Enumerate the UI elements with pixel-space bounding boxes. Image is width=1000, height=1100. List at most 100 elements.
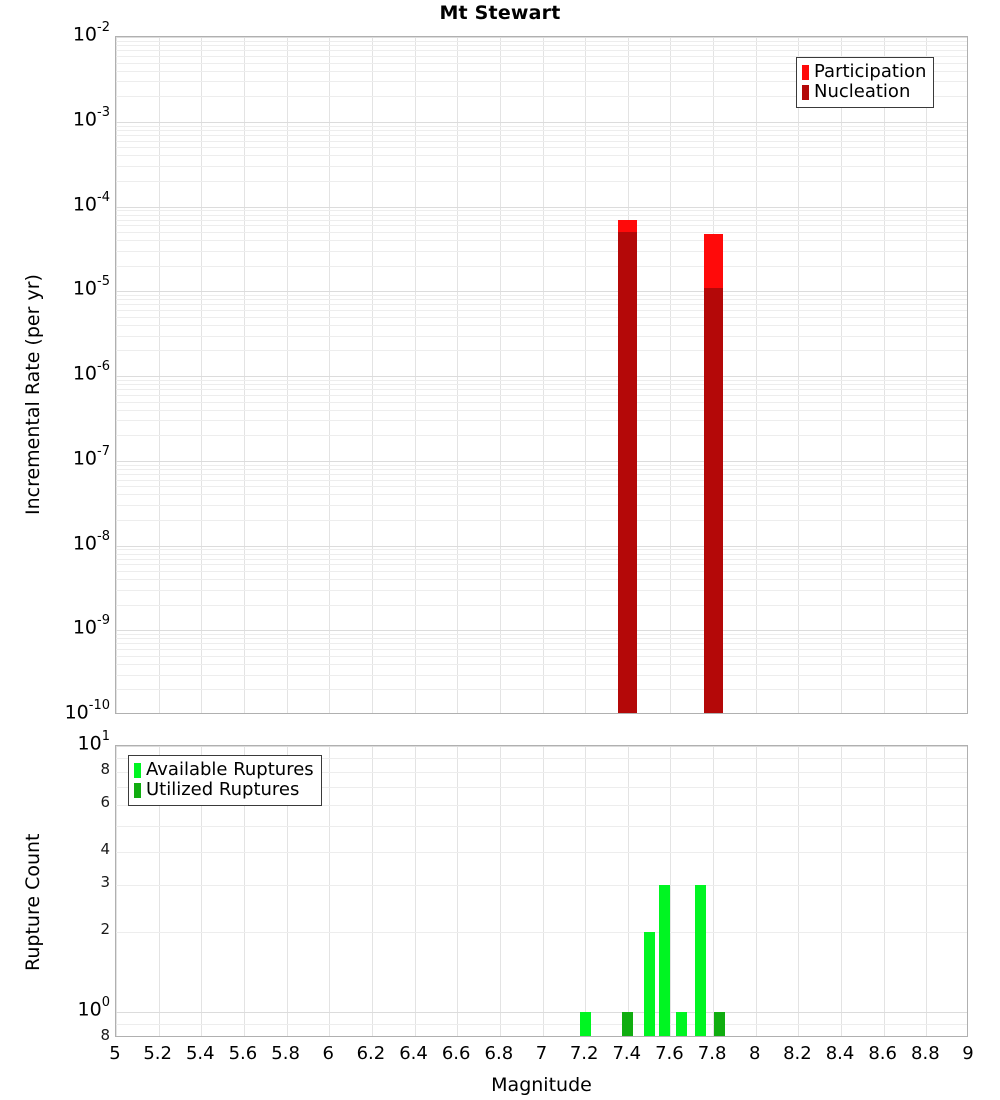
gridline-major-h	[116, 746, 967, 747]
legend-bottom[interactable]: Available Ruptures Utilized Ruptures	[128, 755, 322, 806]
gridline-minor-h	[116, 45, 967, 46]
x-tick-label: 6.8	[484, 1043, 514, 1064]
tick-exponent: -8	[97, 528, 110, 544]
gridline-major-h	[116, 291, 967, 292]
tick-mantissa: 10	[64, 701, 89, 724]
bar-available-rupture	[659, 885, 670, 1036]
tick-exponent: -4	[97, 189, 110, 205]
gridline-minor-h	[116, 384, 967, 385]
gridline-minor-h	[116, 465, 967, 466]
bar-available-rupture	[644, 932, 655, 1036]
gridline-minor-h	[116, 675, 967, 676]
gridline-minor-h	[116, 486, 967, 487]
gridline-vertical	[287, 746, 288, 1036]
y-tick-label-top: 10-8	[0, 528, 110, 554]
gridline-minor-h	[116, 63, 967, 64]
bar-available-rupture	[580, 1012, 591, 1036]
x-tick-label: 5	[109, 1043, 121, 1064]
x-tick-label: 6.6	[441, 1043, 471, 1064]
gridline-minor-h	[116, 571, 967, 572]
y-tick-label-top: 10-9	[0, 613, 110, 638]
gridline-major-h	[116, 122, 967, 123]
gridline-minor-h	[116, 304, 967, 305]
gridline-minor-h	[116, 772, 967, 773]
gridline-major-h	[116, 546, 967, 547]
legend-top[interactable]: Participation Nucleation	[796, 57, 935, 108]
tick-exponent: -5	[97, 274, 110, 290]
tick-mantissa: 10	[72, 192, 98, 215]
gridline-vertical	[884, 746, 885, 1036]
tick-exponent: -2	[97, 20, 110, 35]
gridline-minor-h	[116, 325, 967, 326]
gridline-minor-h	[116, 50, 967, 51]
gridline-minor-h	[116, 266, 967, 267]
x-tick-label: 6.2	[356, 1043, 386, 1064]
gridline-minor-h	[116, 805, 967, 806]
gridline-vertical	[884, 37, 885, 713]
gridline-minor-h	[116, 664, 967, 665]
gridline-minor-h	[116, 380, 967, 381]
gridline-vertical	[841, 746, 842, 1036]
y-tick-label-top: 10-6	[0, 359, 110, 384]
legend-label: Available Ruptures	[146, 759, 314, 780]
gridline-minor-h	[116, 81, 967, 82]
gridline-minor-h	[116, 135, 967, 136]
gridline-minor-h	[116, 1024, 967, 1025]
gridline-minor-h	[116, 549, 967, 550]
x-tick-label: 7	[535, 1043, 548, 1064]
x-tick-label: 7.4	[612, 1043, 642, 1064]
gridline-minor-h	[116, 656, 967, 657]
bar-utilized-rupture	[622, 1012, 633, 1036]
gridline-minor-h	[116, 932, 967, 933]
gridline-vertical	[372, 37, 373, 713]
legend-item[interactable]: Available Ruptures	[134, 761, 314, 779]
gridline-major-h	[116, 630, 967, 631]
gridline-minor-h	[116, 758, 967, 759]
tick-exponent: -6	[97, 359, 110, 374]
gridline-minor-h	[116, 41, 967, 42]
y-tick-minor-label-bottom: 8	[100, 759, 110, 778]
y-tick-label-bottom: 100	[0, 995, 110, 1020]
gridline-minor-h	[116, 310, 967, 311]
gridline-minor-h	[116, 420, 967, 421]
gridline-vertical	[244, 746, 245, 1036]
y-tick-label-top: 10-2	[0, 20, 110, 45]
gridline-minor-h	[116, 147, 967, 148]
y-tick-label-top: 10-5	[0, 274, 110, 299]
gridline-vertical	[329, 746, 330, 1036]
tick-exponent: 1	[101, 729, 110, 744]
tick-mantissa: 10	[72, 108, 98, 131]
legend-item[interactable]: Nucleation	[802, 83, 926, 101]
y-tick-label-top: 10-4	[0, 189, 110, 215]
gridline-minor-h	[116, 389, 967, 390]
gridline-minor-h	[116, 166, 967, 167]
x-tick-label: 8.8	[911, 1043, 940, 1064]
tick-exponent: -9	[97, 613, 110, 629]
gridline-minor-h	[116, 634, 967, 635]
gridline-minor-h	[116, 215, 967, 216]
gridline-major-h	[116, 37, 967, 38]
x-tick-label: 8	[749, 1043, 761, 1064]
gridline-vertical	[841, 37, 842, 713]
tick-mantissa: 10	[72, 447, 98, 470]
gridline-minor-h	[116, 474, 967, 475]
legend-item[interactable]: Participation	[802, 63, 926, 81]
gridline-minor-h	[116, 126, 967, 127]
gridline-minor-h	[116, 220, 967, 221]
gridline-vertical	[500, 746, 501, 1036]
gridline-vertical	[543, 746, 544, 1036]
gridline-vertical	[415, 746, 416, 1036]
gridline-vertical	[116, 37, 117, 713]
x-tick-label: 6	[322, 1043, 334, 1064]
gridline-vertical	[926, 37, 927, 713]
bar-available-rupture	[676, 1012, 687, 1036]
legend-item[interactable]: Utilized Ruptures	[134, 781, 314, 799]
gridline-vertical	[756, 37, 757, 713]
gridline-vertical	[585, 37, 586, 713]
x-tick-label: 6.4	[399, 1043, 428, 1064]
gridline-major-h	[116, 207, 967, 208]
x-tick-label: 7.2	[569, 1043, 599, 1064]
gridline-minor-h	[116, 469, 967, 470]
y-tick-label-bottom: 101	[0, 729, 110, 754]
